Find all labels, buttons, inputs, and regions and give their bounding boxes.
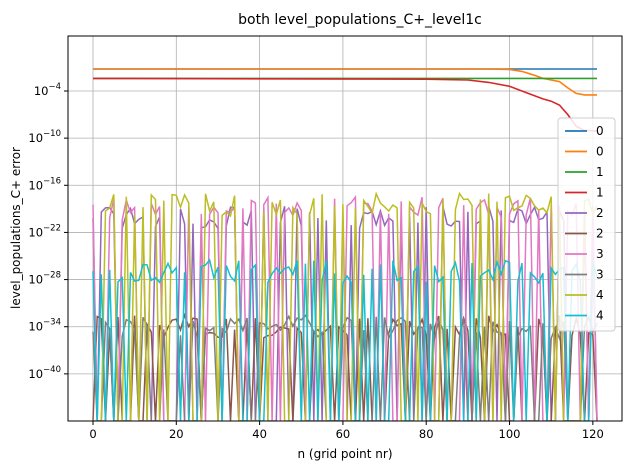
series-line-noise-4 (92, 258, 598, 421)
chart-title: both level_populations_C+_level1c (238, 12, 482, 28)
y-tick-label: 10−10 (28, 129, 61, 145)
x-tick-label: 0 (89, 427, 96, 441)
legend-label: 2 (596, 206, 604, 220)
series-layer (92, 68, 598, 421)
plot-area-frame (67, 35, 623, 422)
y-tick-label: 10−4 (34, 82, 61, 98)
legend-label: 1 (596, 165, 604, 179)
x-tick-label: 120 (582, 427, 604, 441)
legend: 0 0 1 1 2 2 3 3 4 4 (557, 117, 616, 332)
x-tick-label: 20 (169, 427, 184, 441)
x-tick-label: 100 (499, 427, 521, 441)
legend-label: 0 (596, 145, 604, 159)
series-line-1 (92, 77, 598, 132)
y-tick-label: 10−28 (28, 271, 61, 287)
y-tick-label: 10−22 (28, 223, 61, 239)
y-tick-label: 10−34 (28, 318, 61, 334)
series-line-noise-4 (93, 191, 598, 421)
legend-label: 3 (596, 247, 604, 261)
y-axis-label: level_populations_C+ error (9, 147, 23, 309)
y-tick-label: 10−40 (28, 365, 61, 381)
legend-label: 4 (596, 309, 604, 323)
x-axis-label: n (grid point nr) (297, 447, 392, 461)
x-axis-ticks: 0 20 40 60 80 100 120 (89, 421, 604, 441)
y-tick-label: 10−16 (28, 176, 61, 192)
x-tick-label: 60 (336, 427, 351, 441)
legend-label: 0 (596, 124, 604, 138)
legend-label: 1 (596, 186, 604, 200)
legend-label: 3 (596, 268, 604, 282)
y-axis-ticks: 10−40 10−34 10−28 10−22 10−16 10−10 10−4 (28, 82, 68, 381)
legend-label: 4 (596, 288, 604, 302)
x-tick-label: 80 (419, 427, 434, 441)
series-line-noise-2 (92, 205, 598, 421)
legend-label: 2 (596, 227, 604, 241)
legend-box (557, 117, 616, 332)
x-tick-label: 40 (252, 427, 267, 441)
